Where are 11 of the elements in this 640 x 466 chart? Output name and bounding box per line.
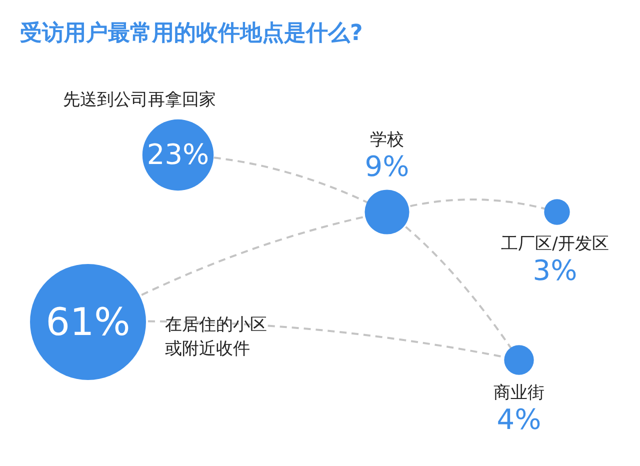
category-label: 商业街 — [492, 382, 546, 405]
data-label: 9% — [364, 150, 410, 183]
data-label: 61% — [44, 300, 132, 344]
data-label: 3% — [532, 254, 578, 287]
data-label: 23% — [146, 138, 210, 171]
category-label: 学校 — [369, 129, 405, 152]
data-label: 4% — [496, 403, 542, 436]
category-label: 在居住的小区或附近收件 — [165, 314, 268, 361]
category-label: 先送到公司再拿回家 — [63, 89, 216, 112]
text: 受访用户最常用的收件地点是什么? — [20, 20, 363, 48]
category-label: 工厂区/开发区 — [500, 233, 610, 256]
